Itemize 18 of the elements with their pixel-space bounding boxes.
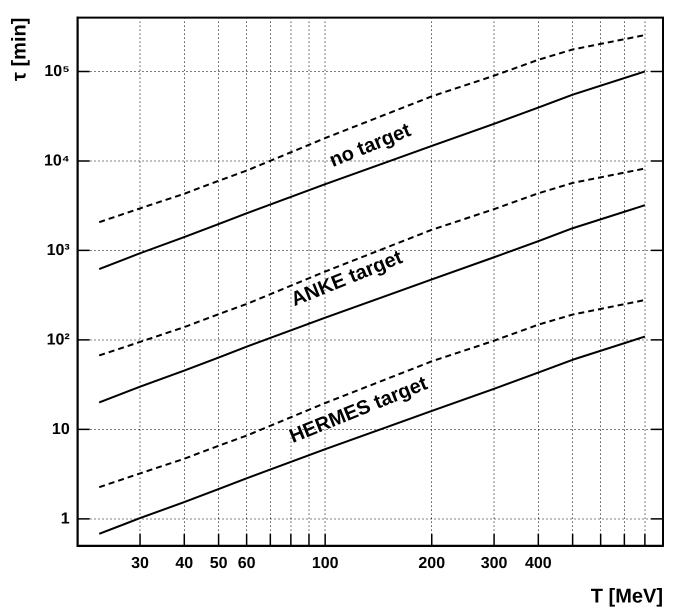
annotation: no target [326, 119, 414, 172]
y-tick-label: 10⁵ [44, 62, 70, 80]
x-tick-label: 50 [210, 554, 228, 572]
x-tick-label: 40 [175, 554, 194, 572]
x-tick-label: 60 [238, 554, 256, 572]
y-tick-label: 10³ [46, 242, 70, 259]
y-tick-label: 10⁴ [44, 152, 70, 170]
x-tick-label: 400 [524, 554, 552, 572]
x-tick-label: 200 [418, 554, 446, 572]
y-axis-title: τ [min] [8, 18, 31, 81]
x-tick-label: 30 [131, 554, 150, 572]
y-tick-label: 10 [52, 420, 70, 438]
x-axis-title: T [MeV] [590, 586, 663, 608]
y-tick-label: 1 [60, 510, 70, 528]
annotation: ANKE target [288, 246, 406, 311]
y-tick-label: 10² [46, 331, 70, 348]
x-tick-label: 100 [312, 554, 339, 572]
x-tick-label: 300 [480, 554, 508, 572]
